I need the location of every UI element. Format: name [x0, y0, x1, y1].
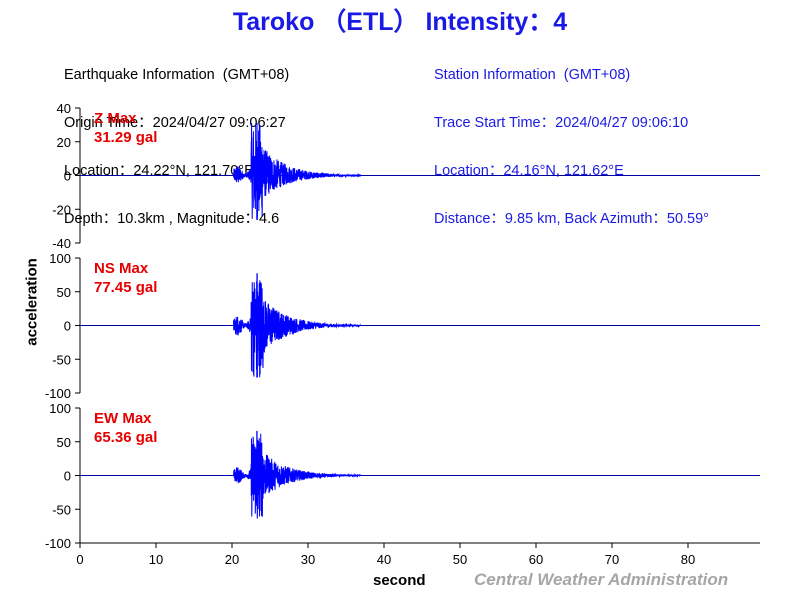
x-axis-label: second — [373, 572, 426, 589]
y-tick-label-z: -20 — [52, 202, 71, 217]
max-label-z: Z Max — [94, 110, 137, 127]
y-tick-label-z: 40 — [57, 101, 71, 116]
waveform-z — [233, 122, 361, 220]
y-tick-label-ns: -100 — [45, 386, 71, 401]
x-tick-label: 30 — [301, 552, 315, 567]
max-value-ew: 65.36 gal — [94, 429, 157, 446]
agency-credit: Central Weather Administration — [474, 570, 729, 589]
max-value-z: 31.29 gal — [94, 129, 157, 146]
max-label-ew: EW Max — [94, 410, 152, 427]
max-label-ns: NS Max — [94, 260, 149, 277]
y-tick-label-z: 0 — [64, 169, 71, 184]
x-tick-label: 70 — [605, 552, 619, 567]
trace-start-time: Trace Start Time：2024/04/27 09:06:10 — [434, 115, 689, 131]
waveform-ew — [233, 430, 361, 519]
x-tick-label: 40 — [377, 552, 391, 567]
y-tick-label-ew: 0 — [64, 469, 71, 484]
x-tick-label: 50 — [453, 552, 467, 567]
distance-azimuth: Distance：9.85 km, Back Azimuth：50.59° — [434, 211, 709, 227]
y-tick-label-ns: 0 — [64, 319, 71, 334]
x-tick-label: 20 — [225, 552, 239, 567]
y-tick-label-ns: 100 — [49, 251, 71, 266]
y-tick-label-ns: 50 — [57, 285, 71, 300]
earthquake-info-header: Earthquake Information (GMT+08) — [64, 67, 290, 83]
x-tick-label: 80 — [681, 552, 695, 567]
station-info-header: Station Information (GMT+08) — [434, 67, 631, 83]
chart-title: Taroko （ETL） Intensity：4 — [232, 8, 568, 36]
y-tick-label-ew: -50 — [52, 502, 71, 517]
y-tick-label-ew: 100 — [49, 401, 71, 416]
x-tick-label: 10 — [149, 552, 163, 567]
y-tick-label-z: 20 — [57, 135, 71, 150]
y-tick-label-ew: -100 — [45, 536, 71, 551]
y-tick-label-ew: 50 — [57, 435, 71, 450]
x-tick-label: 60 — [529, 552, 543, 567]
waveform-ns — [233, 273, 362, 378]
max-value-ns: 77.45 gal — [94, 279, 157, 296]
x-tick-label: 0 — [76, 552, 83, 567]
depth-magnitude: Depth：10.3km , Magnitude：4.6 — [64, 211, 280, 227]
y-axis-label: acceleration — [23, 258, 41, 346]
y-tick-label-ns: -50 — [52, 352, 71, 367]
y-tick-label-z: -40 — [52, 236, 71, 251]
